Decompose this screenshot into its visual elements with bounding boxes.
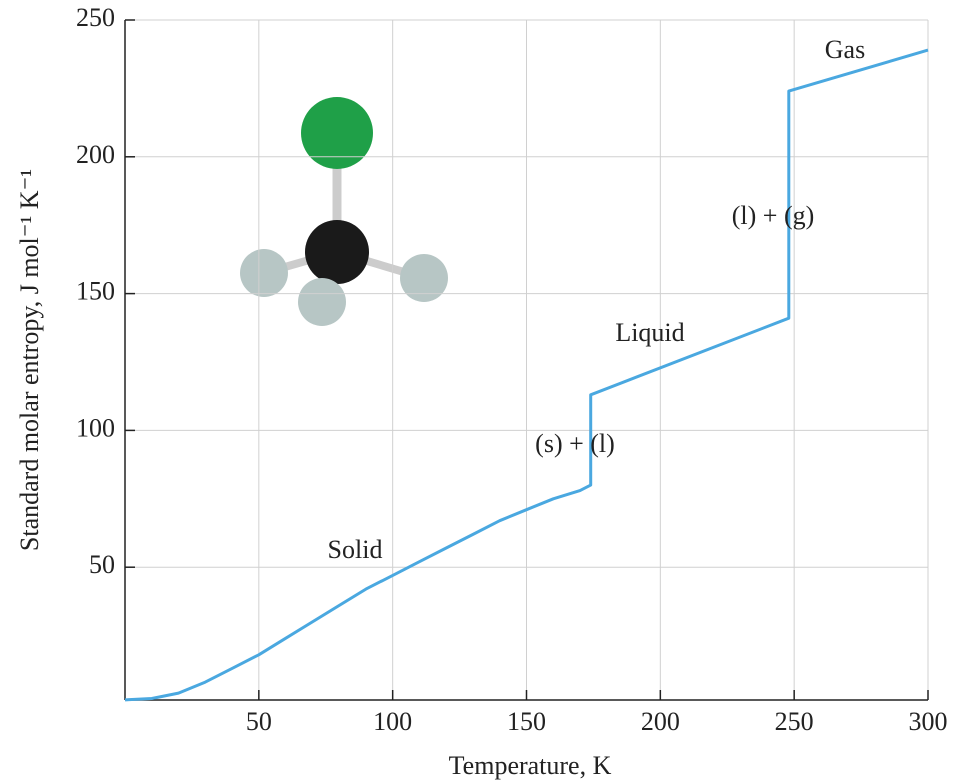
y-axis-label: Standard molar entropy, J mol⁻¹ K⁻¹ [15, 169, 44, 551]
phase-label: Solid [328, 535, 383, 564]
x-tick-label: 50 [246, 707, 272, 736]
x-tick-label: 150 [507, 707, 546, 736]
phase-label: Liquid [615, 318, 684, 347]
y-tick-label: 50 [89, 550, 115, 579]
phase-label: (l) + (g) [732, 201, 815, 230]
x-axis-label: Temperature, K [449, 751, 612, 780]
y-tick-label: 150 [76, 277, 115, 306]
chart: Temperature, K Standard molar entropy, J… [0, 0, 955, 784]
x-tick-label: 200 [641, 707, 680, 736]
y-tick-label: 250 [76, 3, 115, 32]
molecule-illustration [240, 97, 448, 326]
x-tick-label: 250 [775, 707, 814, 736]
y-tick-label: 100 [76, 413, 115, 442]
phase-label: Gas [825, 35, 865, 64]
phase-label: (s) + (l) [535, 429, 615, 458]
x-tick-label: 300 [909, 707, 948, 736]
y-tick-label: 200 [76, 140, 115, 169]
x-tick-label: 100 [373, 707, 412, 736]
